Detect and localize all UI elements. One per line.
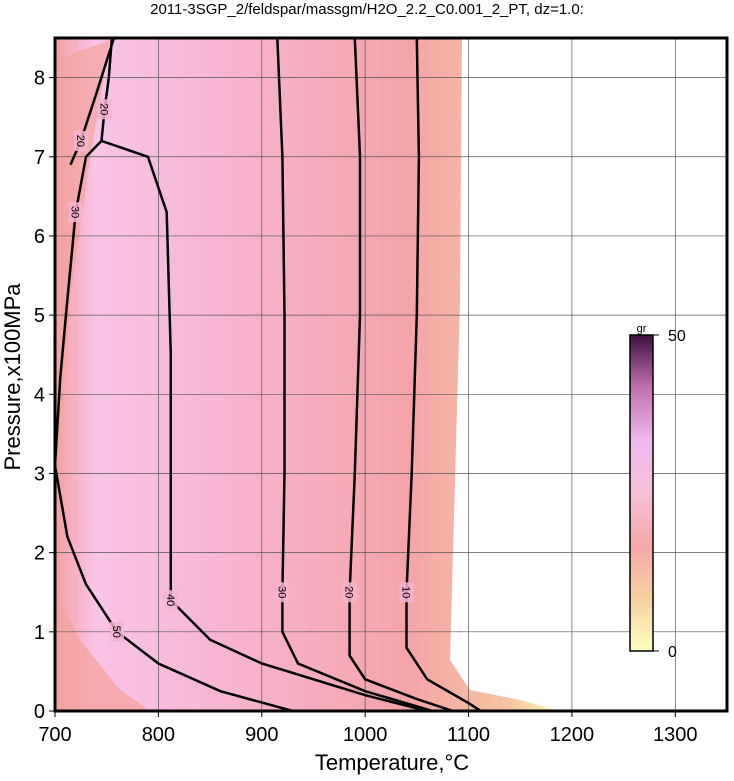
contour-line [69,37,116,166]
y-tick-label: 1 [34,622,45,644]
y-tick-label: 8 [34,68,45,90]
contour-label: 30 [275,586,287,598]
x-tick-label: 700 [38,724,71,746]
colorbar [629,334,654,652]
contour-label: 40 [164,594,176,606]
contour-label-bg [73,130,88,151]
contour-label: 10 [400,586,412,598]
y-tick-label: 7 [34,147,45,169]
x-tick-label: 1000 [343,724,388,746]
contour-label-bg [97,99,112,120]
contour-label: 20 [98,103,110,115]
x-tick-label: 1300 [653,724,698,746]
contour-line [53,140,103,466]
field-fill-left [55,40,110,500]
contour-label-bg [68,202,83,223]
x-tick-label: 900 [245,724,278,746]
contour-label-bg [110,621,125,642]
contour-label: 20 [74,135,86,147]
contour-label: 30 [69,206,81,218]
y-tick-label: 6 [34,226,45,248]
colorbar-tick-label: 50 [668,328,686,345]
y-tick-label: 3 [34,463,45,485]
y-tick-label: 2 [34,543,45,565]
chart-title: 2011-3SGP_2/feldspar/massgm/H2O_2.2_C0.0… [150,1,584,18]
x-tick-label: 800 [142,724,175,746]
contour-label-bg [342,582,357,603]
contour-label-bg [163,590,178,611]
field-fill-lower [55,590,150,711]
y-tick-label: 5 [34,305,45,327]
plot-frame [53,36,729,713]
colorbar-label: gr [637,323,647,335]
colorbar-tick-label: 0 [668,644,677,661]
contour-label-bg [275,582,290,603]
contour-label-bg [399,582,414,603]
contour-label: 50 [110,626,122,638]
field-fill [55,38,560,711]
y-axis-label: Pressure,x100MPa [0,283,25,471]
x-tick-label: 1200 [550,724,595,746]
contour-line [101,139,428,713]
contour-line [100,37,114,142]
x-tick-label: 1100 [447,724,490,746]
y-tick-label: 0 [34,701,45,723]
x-axis-label: Temperature,°C [315,750,469,775]
contour-label: 20 [343,586,355,598]
y-tick-label: 4 [34,384,45,406]
